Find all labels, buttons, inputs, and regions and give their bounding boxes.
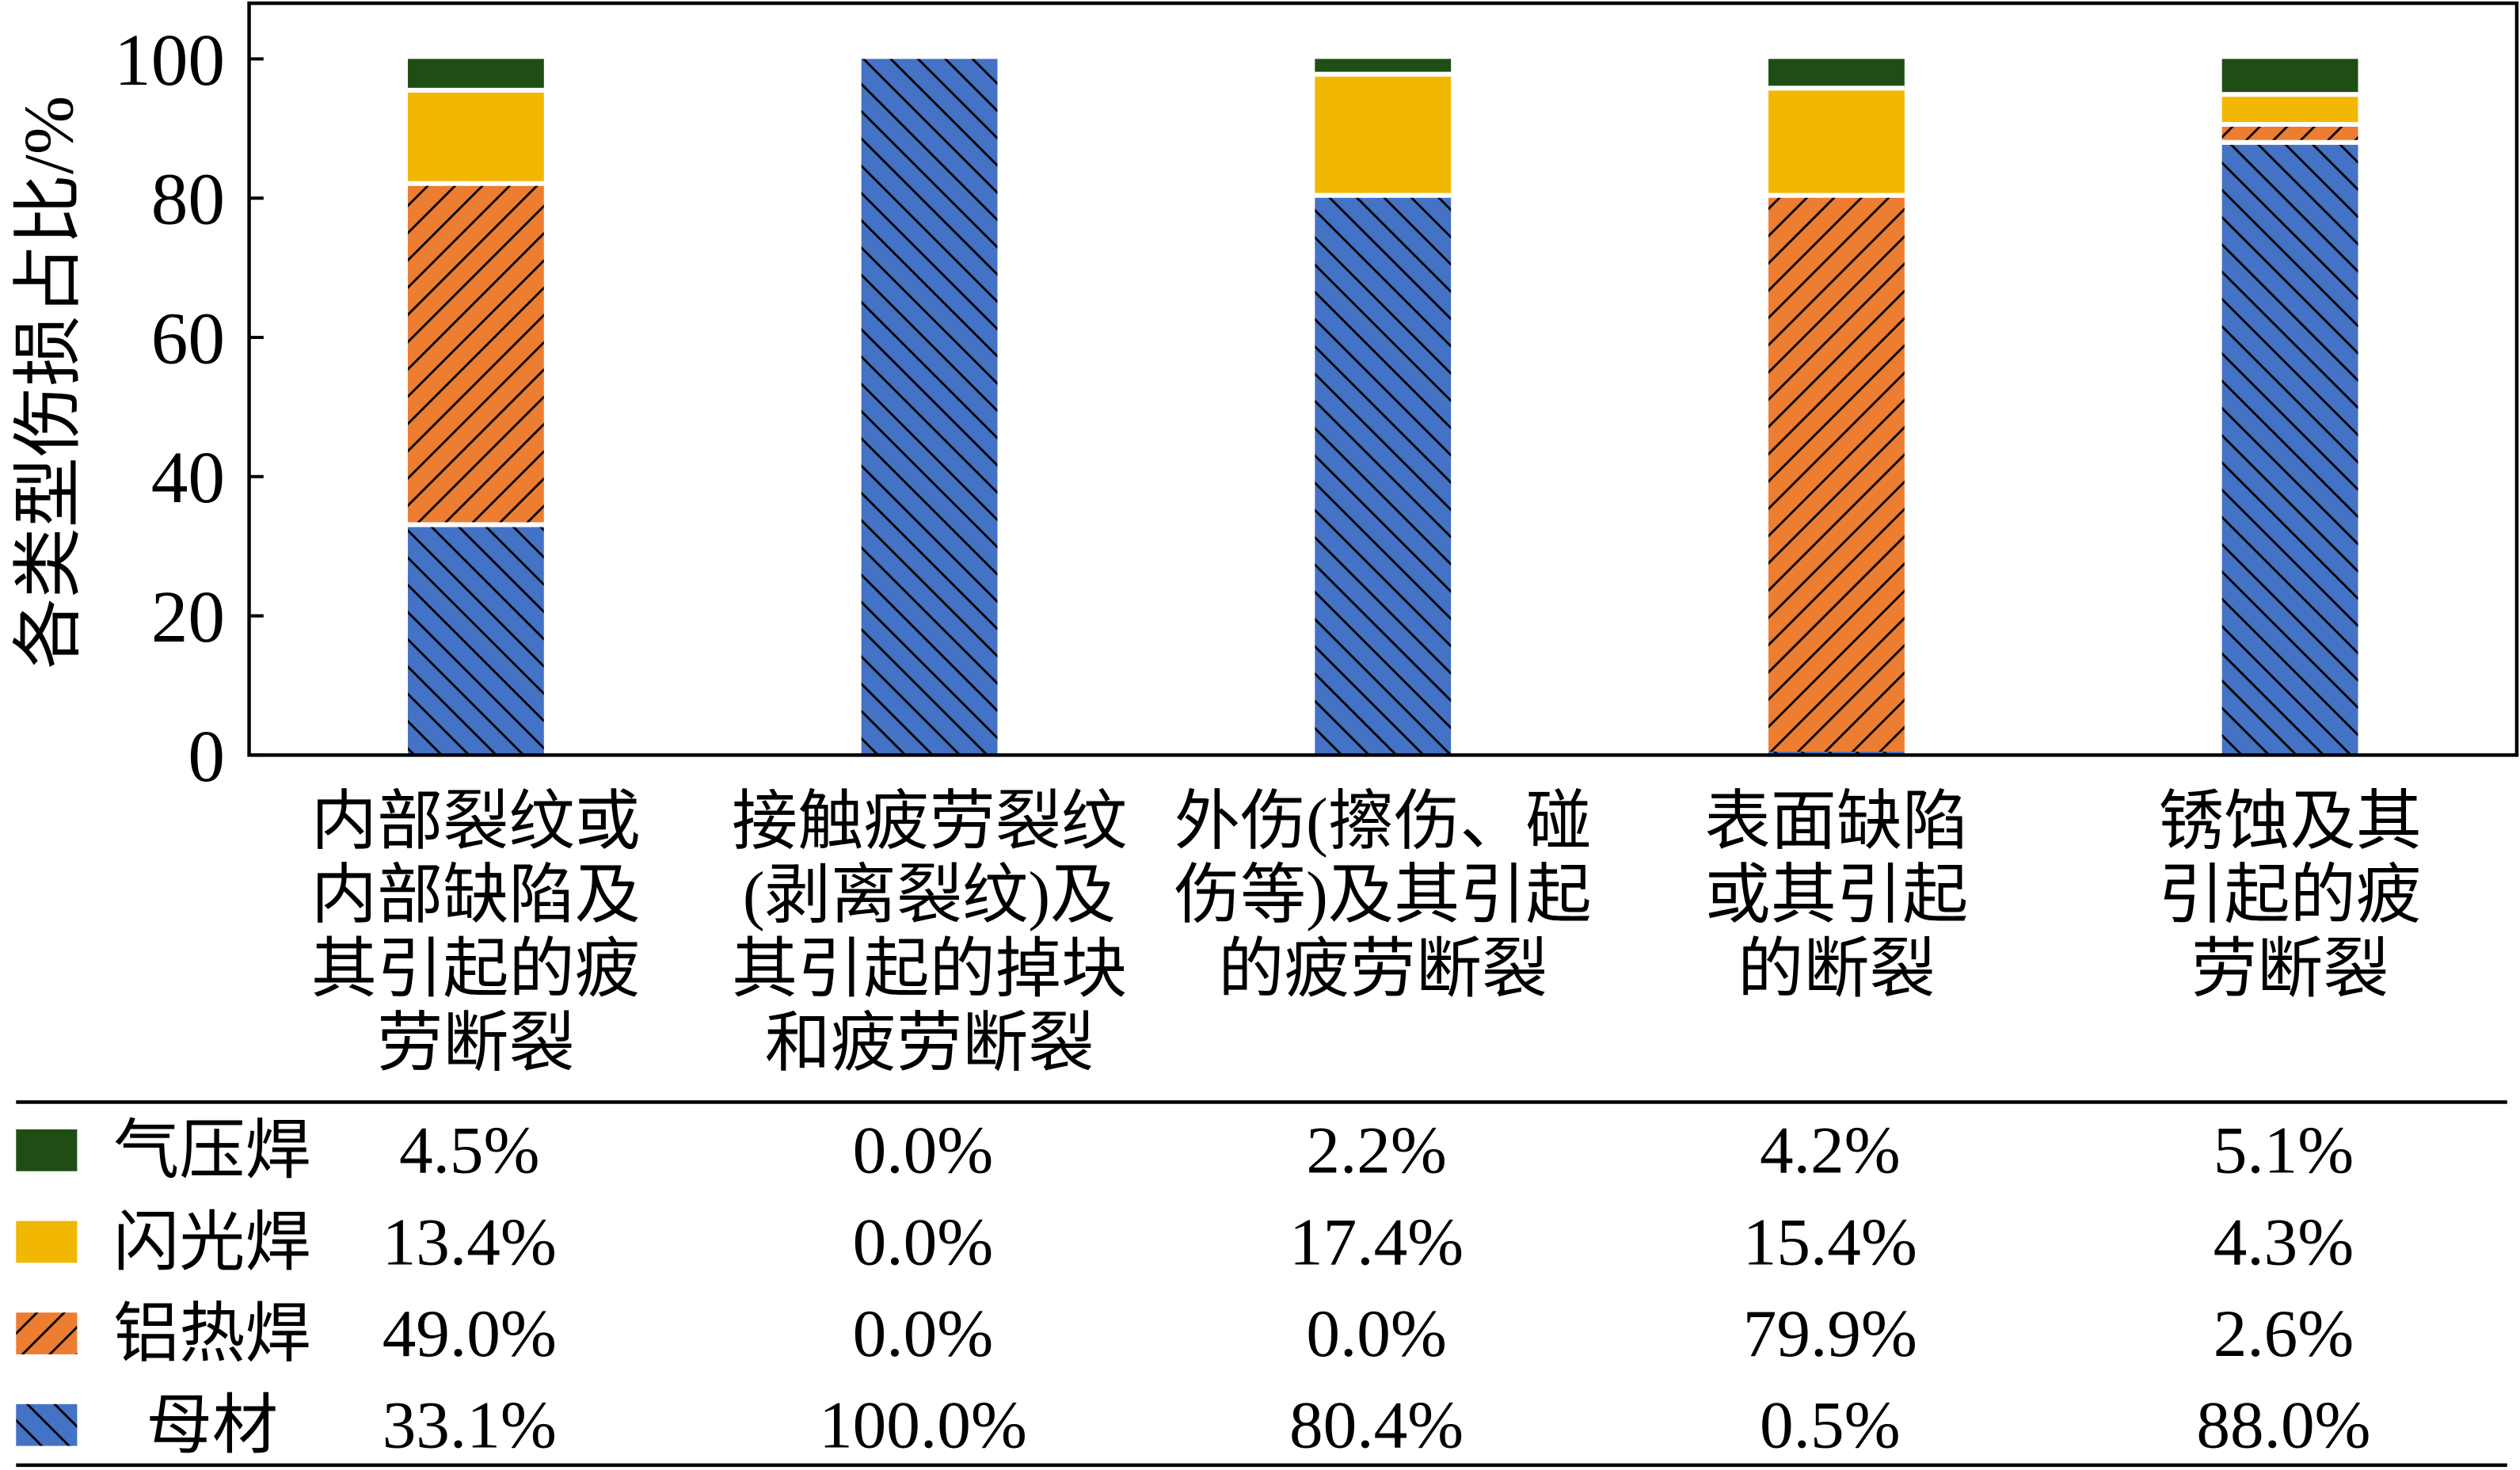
plot-frame — [247, 1, 2519, 757]
legend-swatch — [16, 1403, 78, 1446]
bar-segment-s2-c0 — [407, 89, 544, 184]
table-cell: 4.5% — [399, 1114, 540, 1188]
table-cell: 4.3% — [2214, 1205, 2354, 1279]
data-table: 气压焊 4.5% 0.0% 2.2% 4.2% 5.1% 闪光焊 13.4% 0.0% 17.4%… — [16, 1100, 2507, 1468]
category-label-line: 和疲劳断裂 — [765, 1007, 1094, 1080]
table-row-0: 气压焊 4.5% 0.0% 2.2% 4.2% 5.1% — [16, 1114, 2354, 1188]
table-cell: 15.4% — [1743, 1205, 1917, 1279]
legend-label: 铝热焊 — [113, 1297, 311, 1370]
category-label-line: 引起的疲 — [2158, 859, 2422, 931]
table-cell: 33.1% — [383, 1388, 557, 1463]
table-cell: 2.6% — [2214, 1297, 2354, 1371]
table-row-1: 闪光焊 13.4% 0.0% 17.4% 15.4% 4.3% — [16, 1205, 2354, 1279]
table-row-3: 母材 33.1% 100.0% 80.4% 0.5% 88.0% — [16, 1388, 2371, 1463]
table-cell: 49.0% — [383, 1297, 557, 1371]
legend-label: 母材 — [147, 1389, 278, 1462]
category-label-line: 接触疲劳裂纹 — [732, 785, 1127, 858]
table-cell: 13.4% — [383, 1205, 557, 1279]
table-cell: 0.0% — [1306, 1297, 1447, 1371]
category-label-line: 锈蚀及其 — [2158, 785, 2422, 858]
bar-segment-s0-c0 — [407, 524, 544, 756]
bar-segment-s2-c3 — [1768, 88, 1905, 196]
legend-swatch — [16, 1221, 78, 1263]
bar-segment-s0-c1 — [861, 59, 998, 756]
category-label-line: 外伤(擦伤、碰 — [1174, 785, 1592, 858]
table-cell: 0.0% — [853, 1114, 994, 1188]
bar-segment-s0-c2 — [1315, 195, 1452, 756]
bar-segment-s1-c3 — [1768, 195, 1905, 752]
category-label-line: 的疲劳断裂 — [1218, 933, 1547, 1006]
table-cell: 88.0% — [2196, 1388, 2370, 1463]
bars-layer — [407, 59, 2358, 756]
bar-segment-s2-c4 — [2221, 94, 2358, 124]
table-cell: 0.5% — [1760, 1388, 1901, 1463]
y-tick-label: 20 — [151, 577, 225, 658]
category-label-line: 伤等)及其引起 — [1174, 859, 1592, 931]
y-tick-label: 100 — [114, 20, 225, 101]
bar-segment-s3-c3 — [1768, 59, 1905, 89]
y-tick-label: 80 — [151, 159, 225, 241]
category-label-line: 其引起的掉块 — [732, 933, 1127, 1006]
y-tick-label: 0 — [188, 716, 225, 798]
table-cell: 2.2% — [1306, 1114, 1447, 1188]
category-label-line: (剥离裂纹)及 — [743, 859, 1116, 931]
bar-segment-s2-c2 — [1315, 74, 1452, 196]
table-cell: 5.1% — [2214, 1114, 2354, 1188]
bar-segment-s3-c0 — [407, 59, 544, 90]
category-label-line: 劳断裂 — [377, 1007, 575, 1080]
y-tick-label: 60 — [151, 298, 225, 379]
legend-swatch — [16, 1129, 78, 1171]
y-axis-title: 各类型伤损占比/% — [10, 96, 88, 669]
category-label-line: 表面缺陷 — [1705, 785, 1969, 858]
bar-segment-s1-c4 — [2221, 124, 2358, 143]
y-axis: 0 20 40 60 80 100 — [114, 20, 264, 798]
category-label-line: 劳断裂 — [2191, 933, 2389, 1006]
table-cell: 79.9% — [1743, 1297, 1917, 1371]
table-cell: 17.4% — [1289, 1205, 1464, 1279]
table-cell: 100.0% — [819, 1388, 1027, 1463]
bar-segment-s0-c4 — [2221, 142, 2358, 756]
x-axis-category-labels: 内部裂纹或内部缺陷及其引起的疲劳断裂接触疲劳裂纹(剥离裂纹)及其引起的掉块和疲劳… — [311, 785, 2422, 1080]
table-cell: 4.2% — [1760, 1114, 1901, 1188]
table-cell: 0.0% — [853, 1205, 994, 1279]
legend-swatch — [16, 1312, 78, 1354]
legend-label: 气压焊 — [113, 1114, 311, 1187]
bar-segment-s3-c4 — [2221, 59, 2358, 95]
table-cell: 0.0% — [853, 1297, 994, 1371]
category-label-line: 内部缺陷及 — [311, 859, 641, 931]
bar-segment-s1-c0 — [407, 183, 544, 525]
bar-segment-s3-c2 — [1315, 59, 1452, 74]
category-label-line: 内部裂纹或 — [311, 785, 641, 858]
category-label-line: 或其引起 — [1705, 859, 1969, 931]
table-row-2: 铝热焊 49.0% 0.0% 0.0% 79.9% 2.6% — [16, 1297, 2354, 1371]
category-label-line: 的断裂 — [1738, 933, 1936, 1006]
legend-label: 闪光焊 — [113, 1205, 311, 1278]
y-tick-label: 40 — [151, 437, 225, 519]
category-label-line: 其引起的疲 — [311, 933, 641, 1006]
table-cell: 80.4% — [1289, 1388, 1464, 1463]
